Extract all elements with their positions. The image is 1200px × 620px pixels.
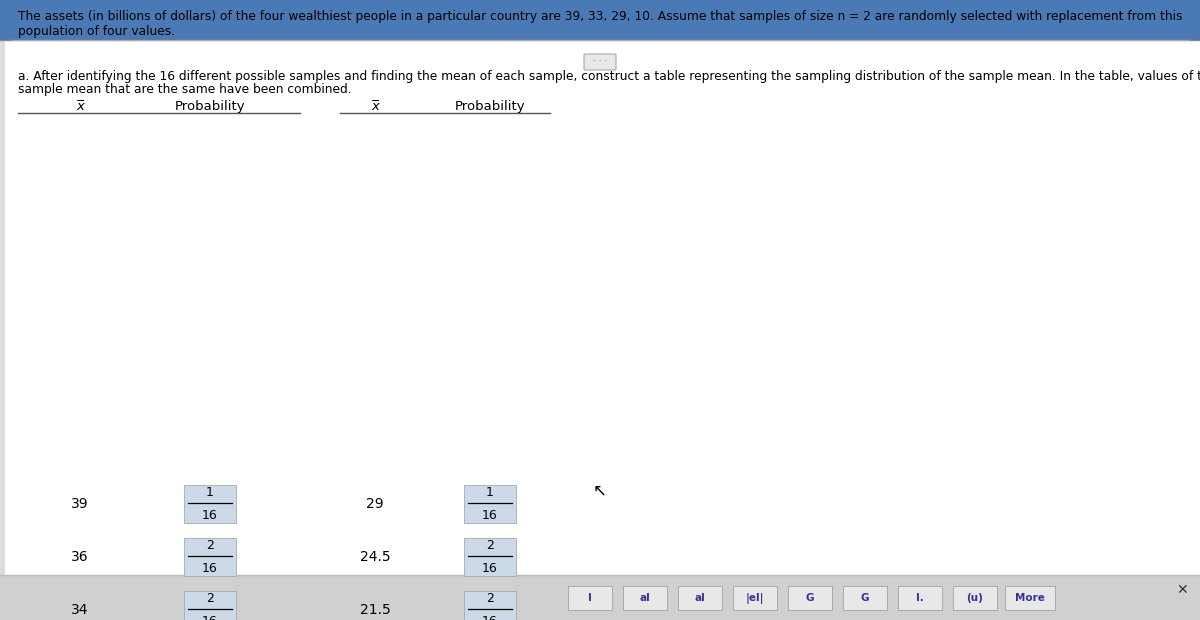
Text: G: G [860,593,869,603]
Text: 16: 16 [482,614,498,620]
Text: 2: 2 [206,539,214,552]
Text: ✕: ✕ [1176,583,1188,597]
Bar [1006,586,1055,610]
Bar [464,591,516,620]
Bar [0,0,1200,40]
Text: 2: 2 [486,592,494,605]
Text: 39: 39 [71,497,89,511]
Bar [953,586,997,610]
Bar [464,485,516,523]
Text: More: More [1015,593,1045,603]
FancyBboxPatch shape [584,54,616,70]
Bar [898,586,942,610]
Text: 16: 16 [202,508,218,521]
Text: G: G [805,593,815,603]
Text: · · ·: · · · [593,58,607,66]
Bar [568,586,612,610]
Text: sample mean that are the same have been combined.: sample mean that are the same have been … [18,83,352,96]
Text: x̅: x̅ [76,100,84,113]
Bar [464,538,516,576]
Text: ↖: ↖ [593,481,607,499]
Bar [0,575,1200,620]
Bar [184,485,236,523]
Text: (u): (u) [966,593,984,603]
Text: 2: 2 [486,539,494,552]
Text: 16: 16 [202,614,218,620]
Text: 16: 16 [482,562,498,575]
Text: population of four values.: population of four values. [18,25,175,38]
Bar [678,586,722,610]
Text: Probability: Probability [455,100,526,113]
Text: 29: 29 [366,497,384,511]
Bar [0,40,5,575]
Bar [184,591,236,620]
Text: 21.5: 21.5 [360,603,390,617]
Text: 1: 1 [206,486,214,499]
Text: al: al [695,593,706,603]
Text: 1: 1 [486,486,494,499]
Bar [733,586,778,610]
Text: The assets (in billions of dollars) of the four wealthiest people in a particula: The assets (in billions of dollars) of t… [18,10,1182,23]
Text: x̅: x̅ [371,100,379,113]
Text: 24.5: 24.5 [360,550,390,564]
Bar [842,586,887,610]
Bar [184,538,236,576]
Text: 34: 34 [71,603,89,617]
Bar [623,586,667,610]
Text: Probability: Probability [175,100,245,113]
Text: 16: 16 [202,562,218,575]
Bar [788,586,832,610]
Text: 36: 36 [71,550,89,564]
Text: 16: 16 [482,508,498,521]
Text: al: al [640,593,650,603]
Text: I: I [588,593,592,603]
Text: 2: 2 [206,592,214,605]
Text: |el|: |el| [745,593,764,603]
Text: I.: I. [916,593,924,603]
Text: a. After identifying the 16 different possible samples and finding the mean of e: a. After identifying the 16 different po… [18,70,1200,83]
